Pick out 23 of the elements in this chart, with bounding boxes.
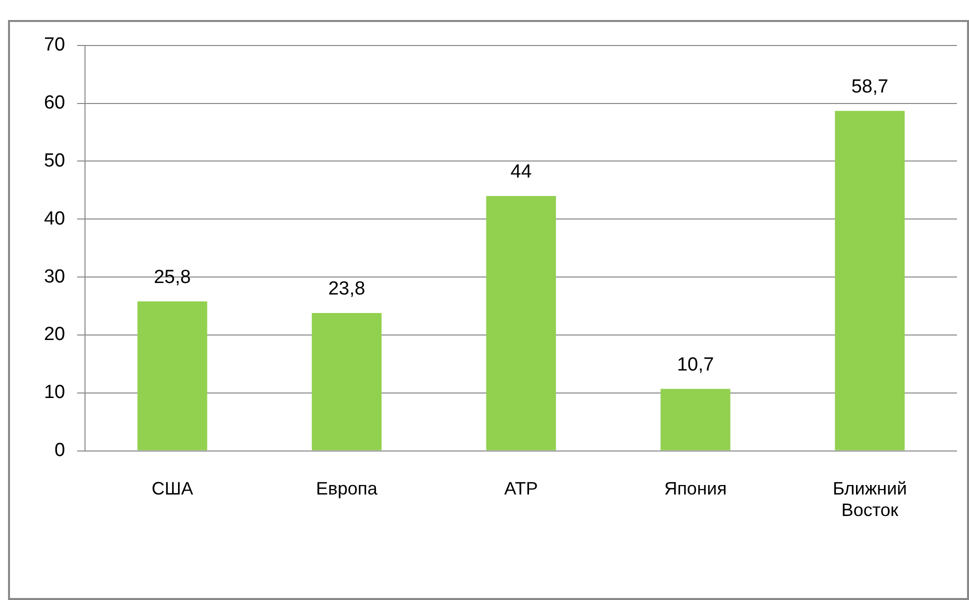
data-label: 23,8 (328, 278, 366, 300)
y-tick-label: 20 (44, 324, 66, 346)
x-tick-label: Европа (316, 478, 378, 499)
y-tick-label: 70 (44, 34, 66, 56)
y-tick-label: 50 (44, 150, 66, 172)
bar (486, 196, 556, 450)
bar (312, 312, 382, 450)
data-label: 44 (510, 162, 532, 183)
x-tick-label: Ближний Восток (832, 478, 907, 520)
y-tick-label: 0 (54, 440, 66, 462)
x-tick-label: Япония (664, 478, 727, 499)
x-tick-label: АТР (504, 478, 538, 499)
y-tick-label: 10 (44, 382, 66, 404)
y-tick-label: 30 (44, 266, 66, 288)
data-label: 58,7 (851, 76, 888, 98)
bar (834, 110, 905, 450)
data-label: 25,8 (154, 267, 191, 288)
y-tick-label: 60 (44, 92, 66, 114)
x-tick-label: США (152, 478, 194, 499)
bar (137, 301, 208, 450)
data-label: 10,7 (676, 354, 714, 376)
bar (660, 388, 730, 450)
y-tick-label: 40 (44, 208, 66, 230)
